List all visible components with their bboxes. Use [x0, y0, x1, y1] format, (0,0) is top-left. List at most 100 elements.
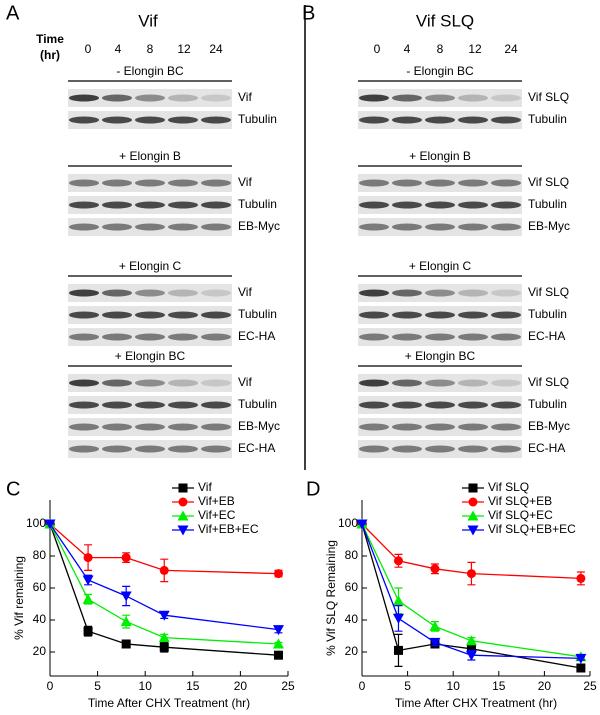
blot-band — [458, 401, 488, 409]
y-tick-label: 60 — [345, 580, 359, 594]
blot-strip — [358, 284, 522, 302]
blot-band — [392, 333, 422, 341]
blot-band — [102, 423, 132, 431]
time-value: 12 — [177, 42, 191, 56]
blot-band — [425, 223, 455, 231]
data-point — [575, 653, 587, 664]
blot-band — [102, 179, 132, 187]
row-label: Vif SLQ — [528, 90, 569, 104]
blot-band — [425, 423, 455, 431]
blot-band — [168, 94, 198, 102]
data-point — [273, 650, 283, 660]
blot-band — [135, 223, 165, 231]
blot-band — [201, 445, 231, 453]
blot-band — [359, 379, 389, 387]
blot-band — [425, 445, 455, 453]
y-tick-label: 40 — [345, 612, 359, 626]
data-point — [159, 565, 169, 575]
x-tick-label: 15 — [492, 679, 506, 693]
y-axis-label: % Vif SLQ Remaining — [324, 540, 338, 656]
blot-band — [135, 379, 165, 387]
row-label: EB-Myc — [528, 219, 570, 233]
blot-band — [135, 116, 165, 124]
y-axis-label: % Vif remaining — [12, 556, 26, 640]
blot-band — [69, 116, 99, 124]
blot-band — [425, 401, 455, 409]
data-point — [272, 638, 284, 649]
blot-band — [69, 333, 99, 341]
time-value: 8 — [437, 42, 444, 56]
row-label: Tubulin — [238, 197, 277, 211]
blot-band — [458, 223, 488, 231]
blot-band — [359, 116, 389, 124]
blot-band — [392, 94, 422, 102]
blot-band — [392, 223, 422, 231]
legend-label: Vif — [198, 480, 212, 494]
blot-band — [135, 423, 165, 431]
blot-band — [425, 94, 455, 102]
blot-band — [168, 333, 198, 341]
blot-band — [392, 423, 422, 431]
data-point — [82, 593, 94, 604]
time-label: (hr) — [40, 48, 60, 62]
legend-label: Vif SLQ+EB — [488, 494, 552, 508]
blot-band — [458, 179, 488, 187]
row-label: Vif — [238, 175, 252, 189]
row-label: Tubulin — [528, 307, 567, 321]
x-tick-label: 0 — [359, 679, 366, 693]
data-point — [121, 553, 131, 563]
blot-band — [491, 289, 521, 297]
panel-letter: A — [6, 2, 20, 24]
x-tick-label: 5 — [404, 679, 411, 693]
blot-band — [425, 201, 455, 209]
condition-label: + Elongin B — [409, 149, 471, 163]
y-tick-label: 100 — [338, 516, 358, 530]
data-point — [465, 650, 477, 661]
blot-band — [168, 445, 198, 453]
x-tick-label: 5 — [94, 679, 101, 693]
blot-title: Vif SLQ — [416, 11, 474, 30]
blot-band — [425, 379, 455, 387]
blot-band — [458, 201, 488, 209]
blot-band — [69, 94, 99, 102]
blot-band — [168, 289, 198, 297]
time-label: Time — [36, 32, 64, 46]
data-point — [44, 519, 56, 530]
legend-marker — [178, 483, 188, 493]
time-value: 8 — [147, 42, 154, 56]
blot-band — [201, 401, 231, 409]
blot-band — [168, 116, 198, 124]
condition-label: + Elongin B — [119, 149, 181, 163]
row-label: EC-HA — [528, 441, 565, 455]
blot-band — [458, 289, 488, 297]
blot-band — [491, 94, 521, 102]
blot-band — [168, 201, 198, 209]
blot-band — [168, 401, 198, 409]
blot-band — [201, 311, 231, 319]
y-tick-label: 60 — [33, 580, 47, 594]
blot-band — [102, 289, 132, 297]
blot-band — [458, 94, 488, 102]
x-axis-label: Time After CHX Treatment (hr) — [395, 696, 557, 710]
blot-band — [102, 379, 132, 387]
blot-band — [201, 179, 231, 187]
blot-band — [425, 333, 455, 341]
data-point — [465, 635, 477, 646]
data-point — [273, 569, 283, 579]
legend-label: Vif+EB — [198, 494, 235, 508]
condition-label: - Elongin BC — [406, 64, 474, 78]
blot-band — [392, 379, 422, 387]
data-point — [393, 645, 403, 655]
blot-band — [359, 201, 389, 209]
row-label: EC-HA — [238, 329, 275, 343]
row-label: Tubulin — [528, 197, 567, 211]
data-point — [429, 637, 441, 648]
blot-strip — [68, 89, 232, 107]
condition-label: + Elongin BC — [405, 349, 476, 363]
blot-band — [102, 223, 132, 231]
blot-band — [135, 445, 165, 453]
blot-band — [392, 116, 422, 124]
row-label: Vif — [238, 90, 252, 104]
panel-letter: B — [302, 2, 315, 24]
time-value: 24 — [504, 42, 518, 56]
